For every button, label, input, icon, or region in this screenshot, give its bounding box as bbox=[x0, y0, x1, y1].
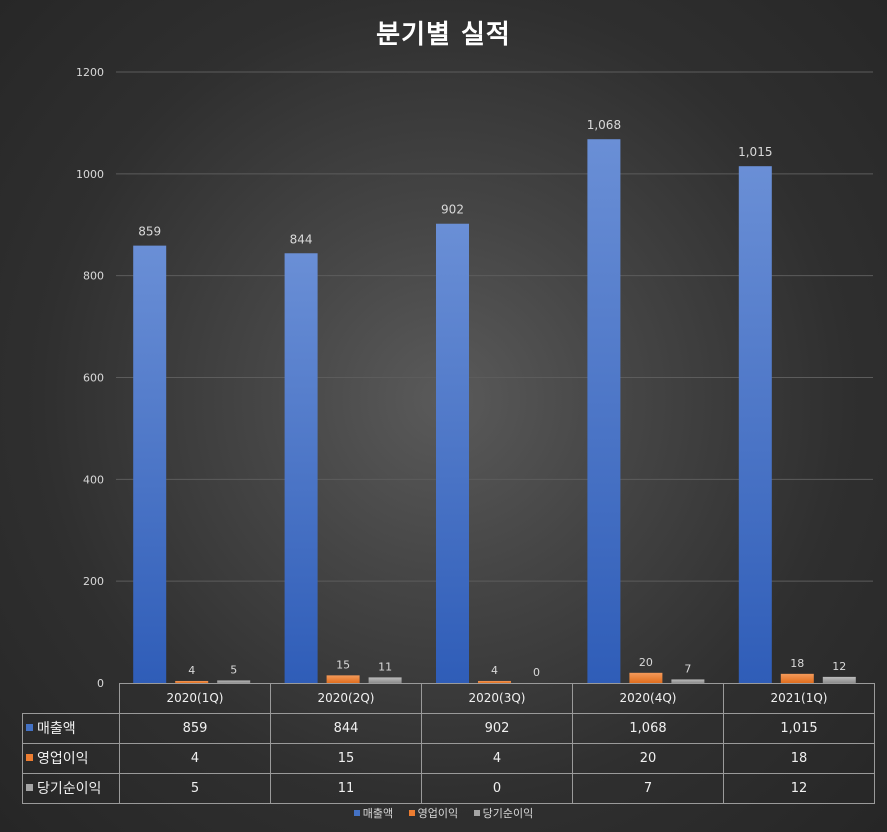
table-cell: 20 bbox=[572, 742, 724, 774]
data-label: 4 bbox=[188, 664, 195, 677]
y-tick-label: 200 bbox=[83, 575, 104, 588]
series-swatch bbox=[26, 754, 33, 761]
table-col-header: 2020(1Q) bbox=[119, 683, 271, 714]
table-row: 매출액 859 844 902 1,068 1,015 bbox=[22, 712, 875, 744]
data-label: 1,015 bbox=[738, 145, 772, 159]
table-cell: 7 bbox=[572, 772, 724, 804]
table-col-header: 2020(4Q) bbox=[572, 683, 724, 714]
table-row-header: 당기순이익 bbox=[22, 772, 120, 804]
legend-swatch bbox=[408, 810, 415, 816]
table-cell: 5 bbox=[119, 772, 271, 804]
data-label: 11 bbox=[378, 660, 392, 673]
data-label: 859 bbox=[138, 225, 161, 239]
bar bbox=[671, 679, 705, 683]
bar bbox=[175, 680, 209, 683]
table-cell: 859 bbox=[119, 712, 271, 744]
data-label: 1,068 bbox=[587, 118, 621, 132]
series-name: 당기순이익 bbox=[37, 781, 102, 797]
table-cell: 15 bbox=[270, 742, 422, 774]
y-tick-label: 1000 bbox=[76, 168, 104, 181]
data-label: 4 bbox=[491, 664, 498, 677]
table-cell: 11 bbox=[270, 772, 422, 804]
chart-title: 분기별 실적 bbox=[376, 20, 511, 50]
table-cell: 4 bbox=[421, 742, 573, 774]
series-swatch bbox=[26, 724, 33, 731]
bar bbox=[326, 675, 360, 683]
y-tick-label: 600 bbox=[83, 372, 104, 385]
bar bbox=[217, 680, 251, 683]
table-cell: 0 bbox=[421, 772, 573, 804]
data-label: 15 bbox=[336, 658, 350, 671]
legend-label: 매출액 bbox=[362, 807, 394, 820]
legend-label: 당기순이익 bbox=[482, 807, 534, 820]
bar bbox=[780, 673, 814, 683]
data-label: 7 bbox=[684, 662, 691, 675]
series-swatch bbox=[26, 784, 33, 791]
legend-swatch bbox=[473, 810, 480, 816]
legend-item: 당기순이익 bbox=[473, 805, 534, 821]
bar bbox=[822, 676, 856, 683]
table-cell: 12 bbox=[723, 772, 875, 804]
table-cell: 1,068 bbox=[572, 712, 724, 744]
table-col-header: 2021(1Q) bbox=[723, 683, 875, 714]
bar bbox=[587, 139, 621, 683]
data-label: 18 bbox=[790, 657, 804, 670]
bar bbox=[436, 223, 469, 683]
table-row-header: 영업이익 bbox=[22, 742, 120, 774]
data-label: 0 bbox=[533, 666, 540, 679]
series-name: 매출액 bbox=[37, 721, 76, 737]
legend-swatch bbox=[353, 810, 360, 816]
table-row: 영업이익 4 15 4 20 18 bbox=[22, 742, 875, 774]
bar bbox=[738, 166, 772, 684]
y-tick-label: 400 bbox=[83, 473, 104, 486]
table-col-header: 2020(2Q) bbox=[270, 683, 422, 714]
bar bbox=[368, 677, 402, 683]
table-cell: 844 bbox=[270, 712, 422, 744]
data-label: 20 bbox=[639, 656, 653, 669]
bar bbox=[478, 680, 511, 683]
legend: 매출액 영업이익 당기순이익 bbox=[0, 805, 887, 821]
table-cell: 18 bbox=[723, 742, 875, 774]
bar bbox=[629, 672, 663, 683]
table-corner bbox=[22, 683, 120, 714]
y-tick-label: 800 bbox=[83, 270, 104, 283]
table-row: 당기순이익 5 11 0 7 12 bbox=[22, 772, 875, 804]
legend-item: 매출액 bbox=[353, 805, 394, 821]
table-cell: 1,015 bbox=[723, 712, 875, 744]
table-cell: 4 bbox=[119, 742, 271, 774]
y-tick-label: 1200 bbox=[76, 66, 104, 79]
table-row-header: 매출액 bbox=[22, 712, 120, 744]
data-label: 5 bbox=[230, 663, 237, 676]
data-table: 2020(1Q) 2020(2Q) 2020(3Q) 2020(4Q) 2021… bbox=[22, 683, 875, 804]
data-label: 12 bbox=[832, 660, 846, 673]
table-col-header: 2020(3Q) bbox=[421, 683, 573, 714]
bar bbox=[133, 245, 167, 683]
table-cell: 902 bbox=[421, 712, 573, 744]
legend-label: 영업이익 bbox=[417, 807, 459, 820]
series-name: 영업이익 bbox=[37, 751, 89, 767]
data-label: 902 bbox=[441, 203, 464, 217]
data-label: 844 bbox=[290, 232, 313, 246]
bar bbox=[284, 253, 318, 683]
legend-item: 영업이익 bbox=[408, 805, 459, 821]
